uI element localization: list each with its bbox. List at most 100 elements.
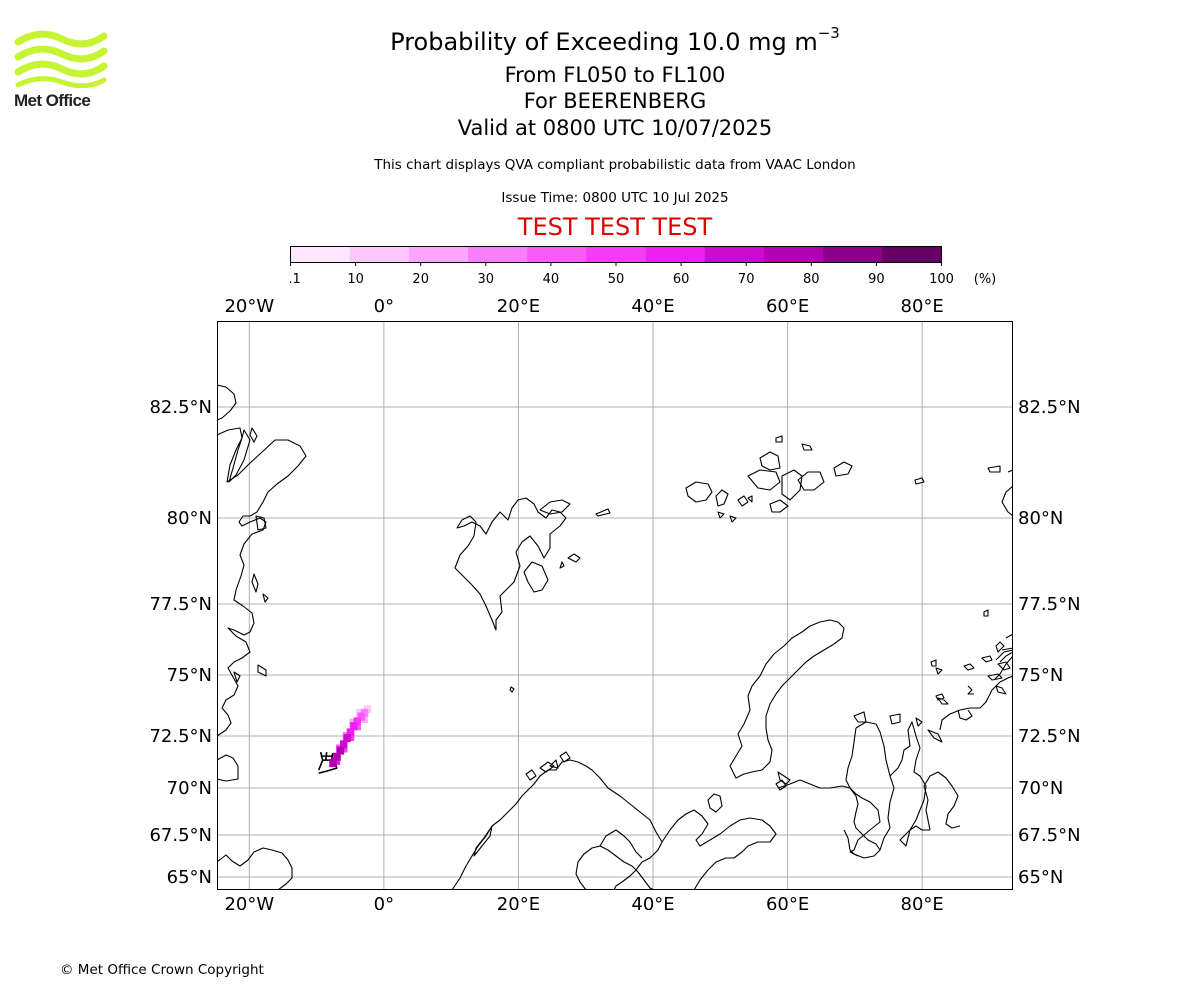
latitude-label-right: 65°N: [1018, 867, 1063, 888]
coastline-bely-island: [853, 711, 867, 723]
coastline-taymyr-ne: [1001, 647, 1013, 651]
chart-title: Probability of Exceeding 10.0 mg m−3: [215, 24, 1015, 56]
longitude-label-bottom: 40°E: [631, 894, 674, 910]
coastline-franz-josef-land-3: [747, 469, 781, 491]
coastline-franz-josef-land-6: [797, 471, 825, 491]
colorbar-tick-label: 50: [608, 272, 625, 287]
coastline-iceland: [217, 847, 293, 890]
coastline-victoria-island: [914, 477, 925, 485]
colorbar-tick-label: 30: [478, 272, 495, 287]
latitude-label-right: 80°N: [1018, 508, 1063, 529]
longitude-label-bottom: 20°E: [497, 894, 540, 910]
map-frame: [217, 321, 1013, 890]
coastline-ob-gulf: [889, 721, 930, 847]
colorbar-cell: [763, 246, 824, 263]
longitude-label-top: 80°E: [901, 296, 944, 317]
coastline-greenland-island-4: [262, 593, 269, 603]
coastline-greenland-island-2: [255, 515, 267, 531]
coastline-franz-josef-land-8: [737, 495, 753, 507]
plume-cell: [333, 752, 341, 761]
latitude-label-left: 70°N: [167, 778, 212, 799]
coastline-kvitoya: [595, 508, 611, 517]
title-exponent: −3: [817, 24, 840, 42]
coastline-novaya-zemlya: [729, 619, 845, 779]
logo-text: Met Office: [14, 91, 91, 110]
coastline-kara-sea-1: [930, 659, 943, 675]
colorbar-cell: [349, 246, 410, 263]
latitude-label-right: 67.5°N: [1018, 825, 1081, 846]
coastline-kola-peninsula: [661, 809, 777, 890]
coastline-greenland-north-inlet: [228, 429, 251, 483]
longitude-label-top: 40°E: [631, 296, 674, 317]
latitude-label-left: 77.5°N: [149, 594, 212, 615]
plume-cell: [343, 734, 351, 743]
plume-cell: [357, 712, 365, 721]
coastline-norway-islands: [525, 751, 571, 781]
colorbar-cell: [823, 246, 883, 263]
plume-cell: [329, 759, 337, 768]
coastline-kanin: [707, 793, 723, 813]
plume-cell: [350, 722, 358, 731]
longitude-label-top: 0°: [374, 296, 394, 317]
coastline-franz-josef-land-7: [769, 499, 789, 513]
latitude-label-right: 70°N: [1018, 778, 1063, 799]
plume-cell: [346, 728, 355, 737]
ash-probability-plume: [329, 705, 372, 768]
volcano-name: For BEERENBERG: [523, 89, 707, 113]
probability-colorbar: 0.1 10 20 30 40 50 60 70 80 90 100 (%): [290, 246, 996, 287]
longitude-label-bottom: 20°W: [224, 894, 274, 910]
coastline-gydan-islands: [889, 713, 943, 743]
colorbar-tick-label: 40: [543, 272, 560, 287]
colorbar-tick-label: 60: [673, 272, 690, 287]
map-background: [217, 321, 1013, 890]
colorbar-cell: [882, 246, 942, 263]
coastline-greenland-island-6: [233, 671, 241, 683]
colorbar-cell: [408, 246, 469, 263]
colorbar-tick-label: 20: [412, 272, 429, 287]
coastline-lofoten: [473, 825, 493, 857]
latitude-label-left: 80°N: [167, 508, 212, 529]
coastline-greenland-island-5: [257, 664, 267, 677]
coastline-greenland: [217, 384, 307, 782]
coastline-taymyr: [939, 675, 1013, 731]
coastline-yamal: [845, 727, 881, 857]
map-panel: 20°W 20°W 0° 0° 20°E 20°E 40°E 40°E 60°E 60°E 80°E…: [149, 296, 1081, 910]
met-office-logo: Met Office: [14, 30, 108, 112]
latitude-label-right: 72.5°N: [1018, 726, 1081, 747]
coastline-kara-islands: [935, 685, 974, 705]
colorbar-tick-label: 10: [347, 272, 364, 287]
longitude-label-top: 20°W: [224, 296, 274, 317]
colorbar-tick-label: 0.1: [290, 272, 301, 287]
coastline-white-sea: [599, 829, 643, 859]
coastline-taymyr-east: [987, 673, 1007, 695]
coastline-greenland-island-1: [249, 427, 258, 443]
coastline-greenland-island-3: [251, 573, 259, 593]
coastline-kara-sea-2: [983, 609, 989, 617]
longitude-label-bottom: 60°E: [766, 894, 809, 910]
coastline-vilkitsky: [963, 663, 975, 671]
coastline-franz-josef-land-11: [833, 461, 853, 477]
longitude-label-bottom: 80°E: [901, 894, 944, 910]
title-prefix: Probability of Exceeding 10.0 mg m: [390, 28, 818, 56]
latitude-label-right: 82.5°N: [1018, 397, 1081, 418]
coastline-franz-josef-land-1: [685, 481, 713, 503]
colorbar-cell: [645, 246, 706, 263]
coastline-pechora: [777, 779, 881, 859]
colorbar-cell: [468, 246, 528, 263]
issue-time: Issue Time: 0800 UTC 10 Jul 2025: [501, 190, 729, 206]
coastline-franz-josef-land-5: [781, 469, 803, 501]
coastline-severnaya-zemlya: [1001, 485, 1013, 517]
plume-cell: [339, 740, 348, 749]
coastline-franz-josef-land-10: [717, 511, 737, 523]
longitude-label-top: 60°E: [766, 296, 809, 317]
longitude-label-bottom: 0°: [374, 894, 394, 910]
latitude-label-right: 77.5°N: [1018, 594, 1081, 615]
coastline-svalbard-spitsbergen: [454, 497, 567, 631]
longitude-label-top: 20°E: [497, 296, 540, 317]
coastline-kong-karls-land: [559, 553, 581, 569]
colorbar-tick-label: 100: [929, 272, 954, 287]
valid-time: Valid at 0800 UTC 10/07/2025: [457, 116, 773, 140]
colorbar-tick-label: 90: [868, 272, 885, 287]
coastline-nordvik: [995, 649, 1013, 661]
coastline-taymyr-coast: [993, 651, 1013, 681]
